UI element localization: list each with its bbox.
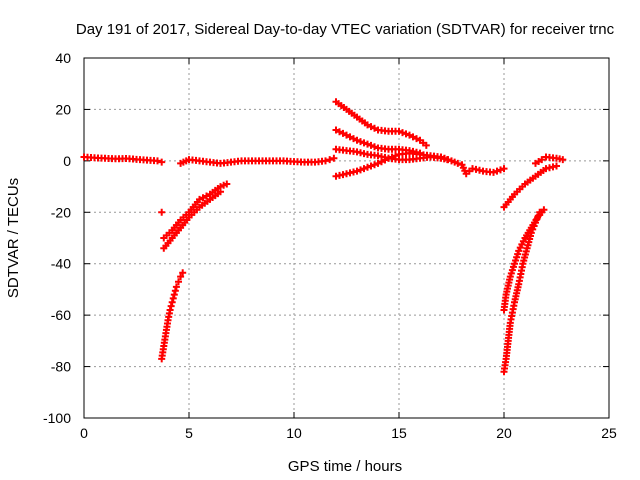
data-point <box>444 156 452 164</box>
data-point <box>395 127 403 135</box>
data-point <box>441 154 448 162</box>
data-point <box>177 273 185 281</box>
data-point <box>392 152 399 160</box>
data-point <box>169 294 177 302</box>
data-point <box>493 167 501 175</box>
plot-frame <box>83 57 610 419</box>
data-point <box>385 154 392 162</box>
y-tick-label: -60 <box>51 307 71 323</box>
y-tick-label: 0 <box>63 153 71 169</box>
data-point <box>158 208 166 216</box>
data-point <box>402 130 410 138</box>
data-point <box>437 153 445 161</box>
data-point <box>357 166 364 174</box>
data-point <box>168 298 176 306</box>
data-point <box>422 141 430 149</box>
data-point <box>553 162 560 170</box>
x-tick-labels: 0 5 10 15 20 25 <box>80 425 617 441</box>
y-tick-label: -100 <box>43 410 71 426</box>
data-point <box>490 168 497 176</box>
y-tick-label: 20 <box>55 101 71 117</box>
data-point <box>538 156 546 164</box>
y-axis-title: SDTVAR / TECUs <box>5 178 22 298</box>
data-point <box>330 154 338 162</box>
y-tick-label: -80 <box>51 359 71 375</box>
x-tick-label: 25 <box>601 425 617 441</box>
data-point <box>223 180 231 188</box>
data-point <box>167 302 175 310</box>
y-tick-label: -20 <box>51 204 71 220</box>
data-point <box>360 165 368 173</box>
data-point <box>154 157 161 165</box>
x-tick-label: 10 <box>286 425 302 441</box>
data-point <box>360 139 368 147</box>
data-point <box>172 283 180 291</box>
data-point <box>559 156 567 164</box>
data-point <box>388 153 396 161</box>
data-point <box>158 158 166 166</box>
data-point <box>540 206 548 214</box>
data-point <box>500 165 508 173</box>
data-point <box>326 156 334 164</box>
data-point <box>497 166 504 174</box>
data-point <box>170 291 178 299</box>
x-tick-label: 15 <box>391 425 407 441</box>
data-point <box>371 143 378 151</box>
x-tick-label: 20 <box>496 425 512 441</box>
data-point <box>371 161 378 169</box>
data-point <box>454 159 462 167</box>
x-tick-label: 0 <box>80 425 88 441</box>
x-axis-title: GPS time / hours <box>288 458 402 475</box>
axis-ticks <box>83 57 610 419</box>
data-point <box>357 138 364 146</box>
data-point <box>367 141 375 149</box>
data-point <box>353 136 361 144</box>
data-point <box>217 188 224 196</box>
data-points <box>80 98 567 376</box>
x-tick-label: 5 <box>185 425 193 441</box>
data-point <box>353 167 361 175</box>
data-point <box>399 129 406 137</box>
chart-title: Day 191 of 2017, Sidereal Day-to-day VTE… <box>76 21 615 38</box>
data-point <box>364 163 371 171</box>
data-point <box>364 140 371 148</box>
y-tick-labels: -100 -80 -60 -40 -20 0 20 40 <box>43 50 71 426</box>
data-point <box>171 287 179 295</box>
data-point <box>367 162 375 170</box>
data-point <box>175 278 182 286</box>
data-point <box>179 269 187 277</box>
data-point <box>322 157 329 165</box>
y-tick-label: 40 <box>55 50 71 66</box>
data-point <box>166 306 174 314</box>
y-tick-label: -40 <box>51 256 71 272</box>
